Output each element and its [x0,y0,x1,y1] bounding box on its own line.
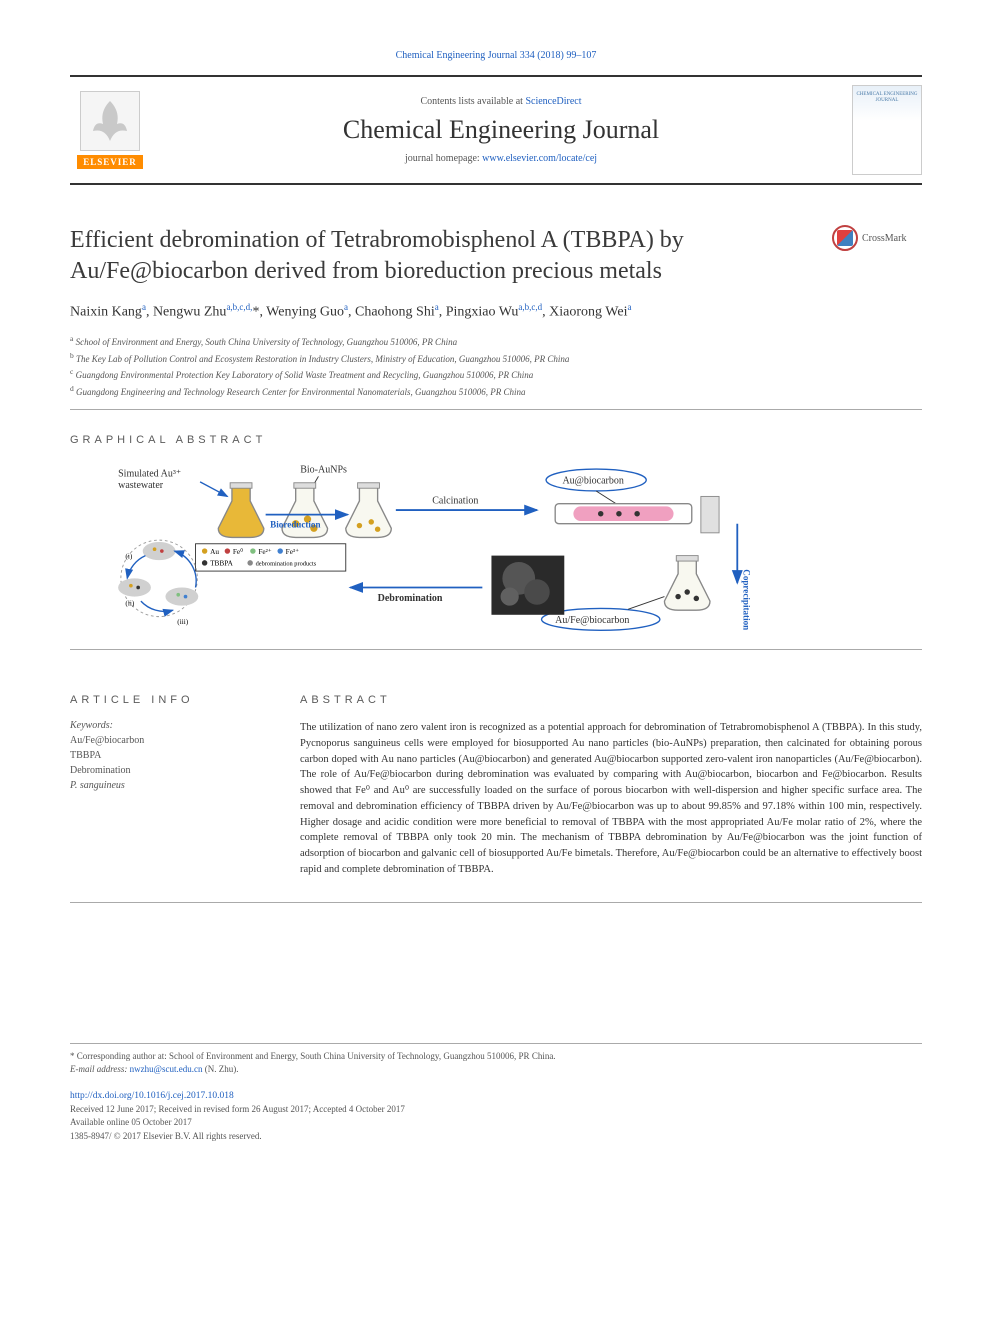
svg-text:Au: Au [210,548,219,556]
corresponding-author: * Corresponding author at: School of Env… [70,1050,922,1064]
ga-flask-cells [282,487,328,537]
ga-label-coprecipitation: Coprecipitation [742,569,752,630]
journal-header-banner: ELSEVIER Contents lists available at Sci… [70,75,922,185]
available-online: Available online 05 October 2017 [70,1116,922,1130]
journal-cover-thumbnail: CHEMICAL ENGINEERING JOURNAL [852,85,922,175]
crossmark-label: CrossMark [862,233,906,244]
sciencedirect-link[interactable]: ScienceDirect [525,96,581,107]
affiliation-list: a School of Environment and Energy, Sout… [70,333,922,410]
graphical-abstract-heading: GRAPHICAL ABSTRACT [70,434,922,446]
publisher-logo: ELSEVIER [70,85,150,175]
corresponding-email-link[interactable]: nwzhu@scut.edu.cn [130,1064,203,1074]
keywords-label: Keywords: [70,720,270,731]
copyright-line: 1385-8947/ © 2017 Elsevier B.V. All righ… [70,1130,922,1144]
keywords-list: Au/Fe@biocarbonTBBPADebrominationP. sang… [70,733,270,793]
svg-text:wastewater: wastewater [118,480,164,491]
contents-line: Contents lists available at ScienceDirec… [162,96,840,107]
graphical-abstract-figure: Simulated Au³⁺ wastewater Bio-AuNPs Bior… [70,460,922,650]
page-footer: * Corresponding author at: School of Env… [70,1043,922,1144]
svg-text:Au/Fe@biocarbon: Au/Fe@biocarbon [555,615,629,626]
citation-header: Chemical Engineering Journal 334 (2018) … [70,50,922,61]
journal-homepage-link[interactable]: www.elsevier.com/locate/cej [482,153,597,164]
svg-text:Fe³⁺: Fe³⁺ [286,548,299,556]
abstract-body: The utilization of nano zero valent iron… [300,720,922,878]
article-info-heading: ARTICLE INFO [70,694,270,706]
received-dates: Received 12 June 2017; Received in revis… [70,1103,922,1117]
crossmark-icon [832,225,858,251]
ga-label-bioaunps: Bio-AuNPs [300,465,347,476]
svg-text:Fe²⁺: Fe²⁺ [258,548,271,556]
article-title: Efficient debromination of Tetrabromobis… [70,225,812,287]
svg-text:debromination products: debromination products [256,561,317,568]
journal-name: Chemical Engineering Journal [162,115,840,145]
svg-text:Fe⁰: Fe⁰ [233,548,243,556]
ga-label-wastewater: Simulated Au³⁺ [118,468,181,479]
abstract-heading: ABSTRACT [300,694,922,706]
email-line: E-mail address: nwzhu@scut.edu.cn (N. Zh… [70,1063,922,1077]
svg-text:TBBPA: TBBPA [210,560,234,568]
elsevier-wordmark: ELSEVIER [77,155,143,169]
ga-label-calcination: Calcination [432,496,478,507]
doi-link[interactable]: http://dx.doi.org/10.1016/j.cej.2017.10.… [70,1091,234,1101]
ga-flask-aufe [664,560,710,610]
cover-title: CHEMICAL ENGINEERING JOURNAL [853,92,921,104]
ga-label-bioreduction: Bioreduction [270,519,320,529]
author-list: Naixin Kanga, Nengwu Zhua,b,c,d,*, Wenyi… [70,301,922,323]
crossmark-badge[interactable]: CrossMark [832,225,922,251]
svg-text:(iii): (iii) [177,618,188,626]
elsevier-tree-icon [80,91,140,151]
svg-text:(i): (i) [125,552,132,560]
homepage-line: journal homepage: www.elsevier.com/locat… [162,153,840,164]
svg-text:(ii): (ii) [125,600,134,608]
ga-flask-bioreduced [346,487,392,537]
svg-text:Au@biocarbon: Au@biocarbon [562,476,623,487]
ga-label-debromination: Debromination [378,593,443,604]
